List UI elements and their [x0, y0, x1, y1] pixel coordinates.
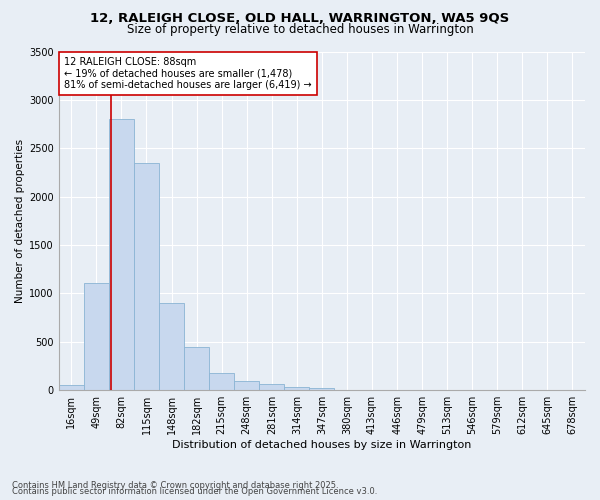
- Text: Contains HM Land Registry data © Crown copyright and database right 2025.: Contains HM Land Registry data © Crown c…: [12, 481, 338, 490]
- Text: Size of property relative to detached houses in Warrington: Size of property relative to detached ho…: [127, 22, 473, 36]
- Bar: [234, 380, 259, 390]
- Text: 12, RALEIGH CLOSE, OLD HALL, WARRINGTON, WA5 9QS: 12, RALEIGH CLOSE, OLD HALL, WARRINGTON,…: [91, 12, 509, 26]
- Text: Contains public sector information licensed under the Open Government Licence v3: Contains public sector information licen…: [12, 487, 377, 496]
- Bar: [59, 385, 84, 390]
- Bar: [284, 388, 310, 390]
- Y-axis label: Number of detached properties: Number of detached properties: [15, 139, 25, 303]
- Bar: [109, 119, 134, 390]
- Bar: [184, 346, 209, 390]
- Bar: [159, 303, 184, 390]
- Bar: [134, 163, 159, 390]
- Bar: [310, 388, 334, 390]
- X-axis label: Distribution of detached houses by size in Warrington: Distribution of detached houses by size …: [172, 440, 472, 450]
- Bar: [84, 283, 109, 390]
- Bar: [209, 374, 234, 390]
- Text: 12 RALEIGH CLOSE: 88sqm
← 19% of detached houses are smaller (1,478)
81% of semi: 12 RALEIGH CLOSE: 88sqm ← 19% of detache…: [64, 56, 311, 90]
- Bar: [259, 384, 284, 390]
